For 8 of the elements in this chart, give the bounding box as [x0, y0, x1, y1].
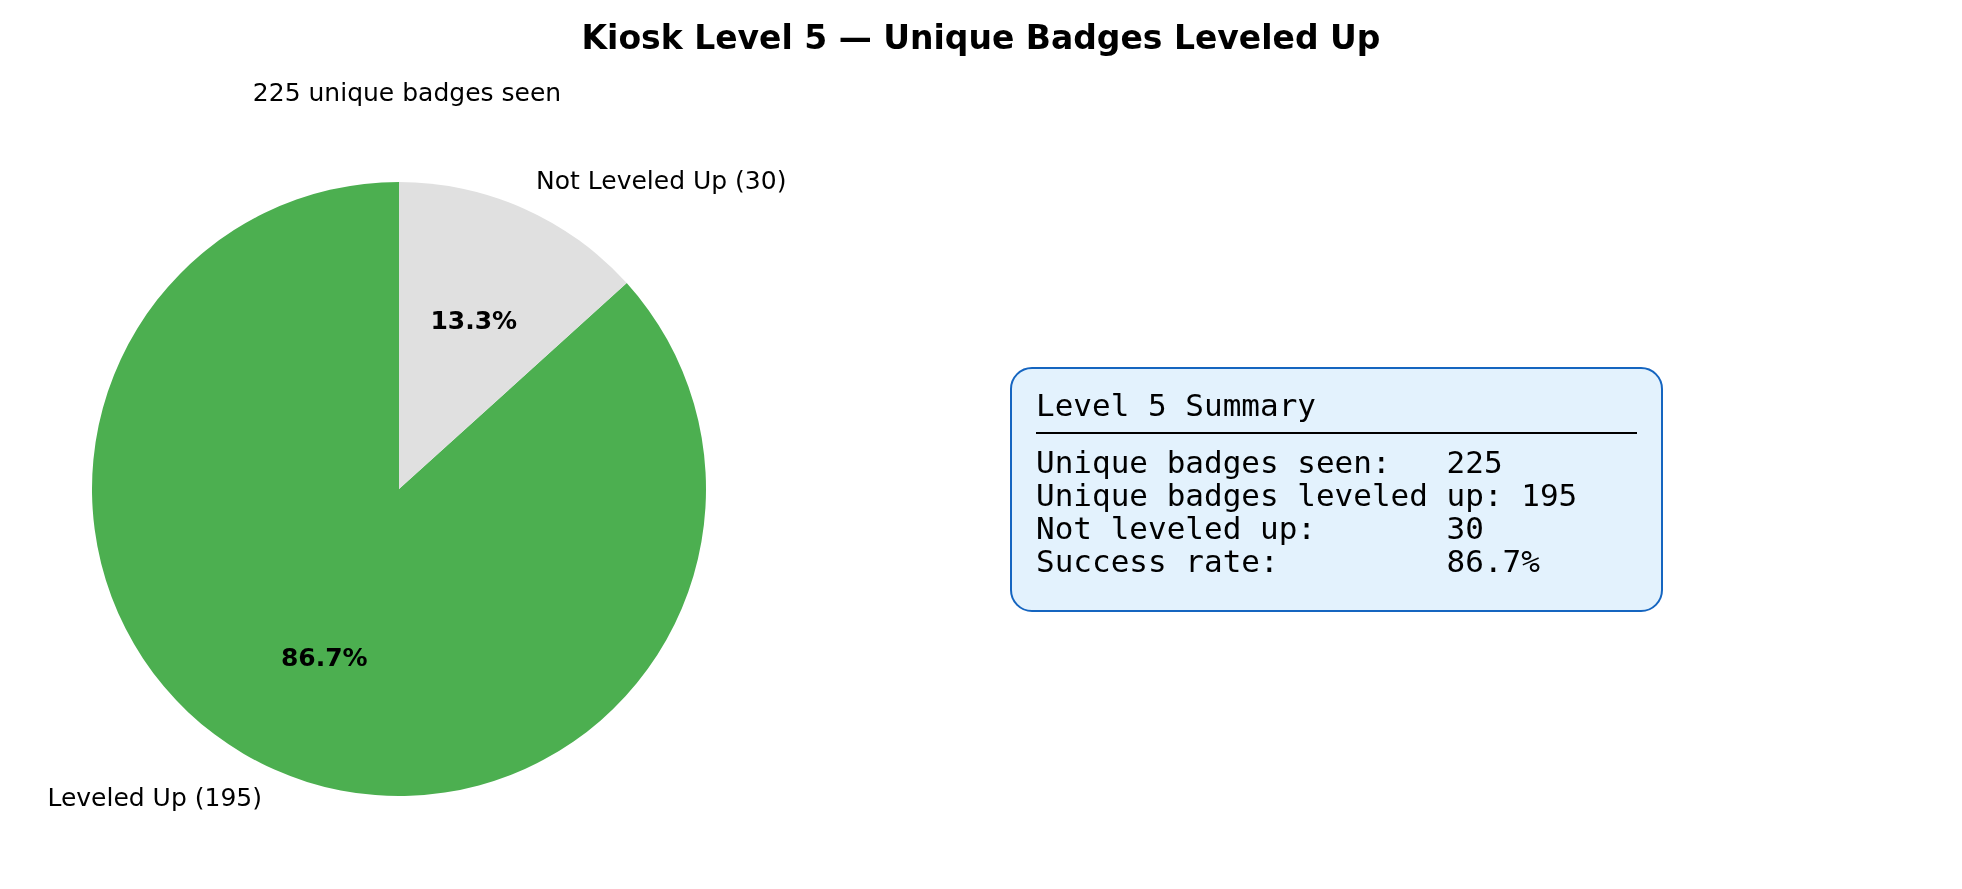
- data-label: 86.7%: [280, 642, 368, 672]
- text: Unique badges seen: 225: [1036, 444, 1504, 480]
- text: Level 5 Summary: [1036, 387, 1317, 423]
- slice-label: Leveled Up (195): [47, 783, 262, 813]
- chart-subtitle: 225 unique badges seen: [251, 78, 563, 107]
- text: Kiosk Level 5 — Unique Badges Leveled Up: [580, 18, 1382, 57]
- data-label: 13.3%: [430, 306, 518, 336]
- slice-label: Not Leveled Up (30): [536, 165, 787, 195]
